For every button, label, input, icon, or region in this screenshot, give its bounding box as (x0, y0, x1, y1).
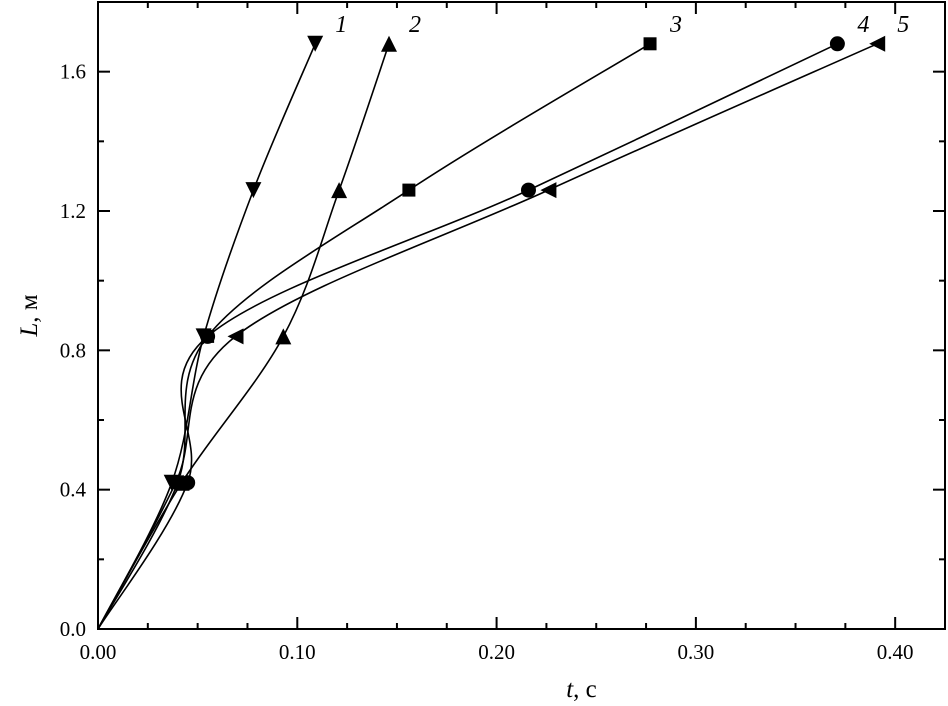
series-5-label: 5 (897, 12, 909, 38)
series-labels: 1 2 3 4 5 (335, 12, 909, 38)
y-tick-label: 1.2 (60, 199, 86, 223)
series-3-line (97, 43, 651, 630)
series-3-marker (643, 37, 657, 51)
series-4-line (97, 43, 838, 630)
series-markers (163, 35, 886, 491)
tick-labels: 0.00 0.10 0.20 0.30 0.40 0.0 0.4 0.8 1.2 1.6 (60, 60, 914, 664)
x-tick-label: 0.00 (80, 640, 117, 664)
series-4-marker (520, 182, 536, 198)
series-4-marker (180, 475, 196, 491)
series-5-marker (869, 35, 886, 52)
y-axis-title: L, м (16, 294, 43, 337)
x-axis-title: t, c (566, 676, 597, 703)
series-3-marker (402, 183, 416, 197)
x-tick-label: 0.30 (678, 640, 715, 664)
y-tick-label: 1.6 (60, 60, 86, 84)
series-4-marker (829, 36, 845, 52)
series-1-marker (245, 182, 262, 199)
series-1-label: 1 (335, 12, 347, 38)
series-5-marker (227, 328, 244, 345)
x-tick-label: 0.10 (279, 640, 316, 664)
series-2-marker (331, 182, 348, 199)
series-4-marker (200, 328, 216, 344)
series-5-line (97, 43, 878, 630)
y-tick-label: 0.8 (60, 338, 86, 362)
axis-ticks (97, 1, 946, 630)
series-4-label: 4 (857, 12, 869, 38)
series-2-label: 2 (409, 12, 421, 38)
y-tick-label: 0.4 (60, 478, 87, 502)
series-3-label: 3 (669, 12, 682, 38)
plot-frame (97, 1, 946, 630)
series-2-marker (275, 328, 292, 345)
y-tick-label: 0.0 (60, 617, 86, 641)
series-5-marker (540, 182, 557, 199)
x-tick-label: 0.20 (478, 640, 515, 664)
series-1-marker (307, 35, 324, 52)
x-tick-label: 0.40 (877, 640, 914, 664)
series-2-marker (381, 35, 397, 52)
series-5-marker (167, 474, 184, 491)
